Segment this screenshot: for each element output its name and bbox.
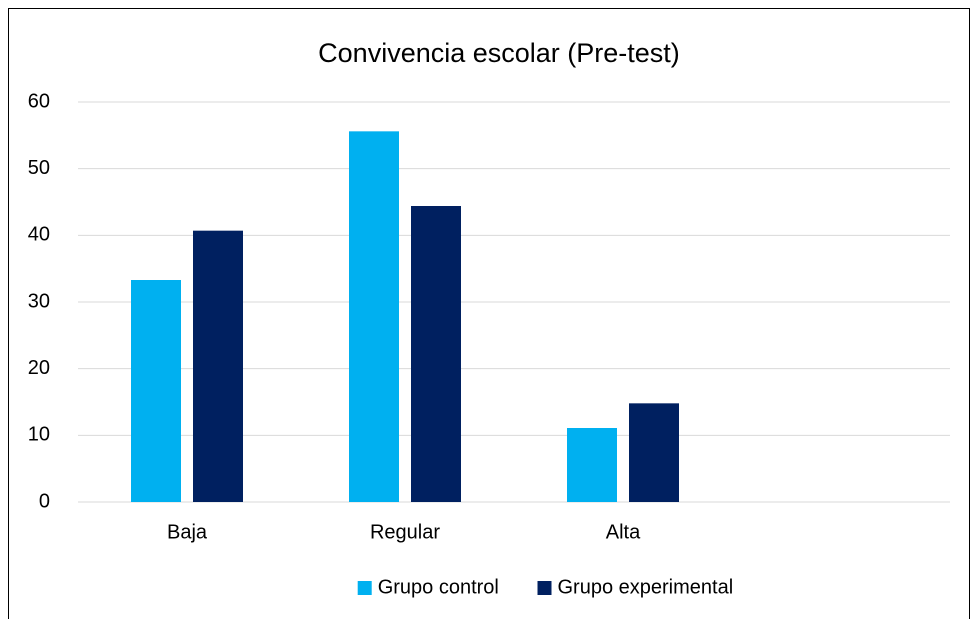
- y-tick-label: 60: [28, 90, 50, 112]
- bar: [629, 403, 679, 502]
- bar: [567, 428, 617, 502]
- y-tick-label: 30: [28, 290, 50, 312]
- x-tick-label: Baja: [167, 521, 208, 543]
- legend-label: Grupo control: [378, 576, 499, 598]
- y-tick-label: 20: [28, 357, 50, 379]
- y-tick-label: 10: [28, 424, 50, 446]
- x-tick-label: Alta: [606, 521, 641, 543]
- legend-swatch: [537, 581, 552, 595]
- legend-label: Grupo experimental: [558, 576, 734, 598]
- y-tick-label: 0: [39, 490, 50, 512]
- legend-swatch: [357, 581, 372, 595]
- chart-title: Convivencia escolar (Pre-test): [318, 38, 680, 68]
- y-tick-label: 50: [28, 157, 50, 179]
- bar: [193, 230, 243, 502]
- x-tick-label: Regular: [370, 521, 440, 543]
- bar: [411, 206, 461, 502]
- bar: [131, 280, 181, 502]
- y-tick-label: 40: [28, 224, 50, 246]
- bar: [349, 131, 399, 503]
